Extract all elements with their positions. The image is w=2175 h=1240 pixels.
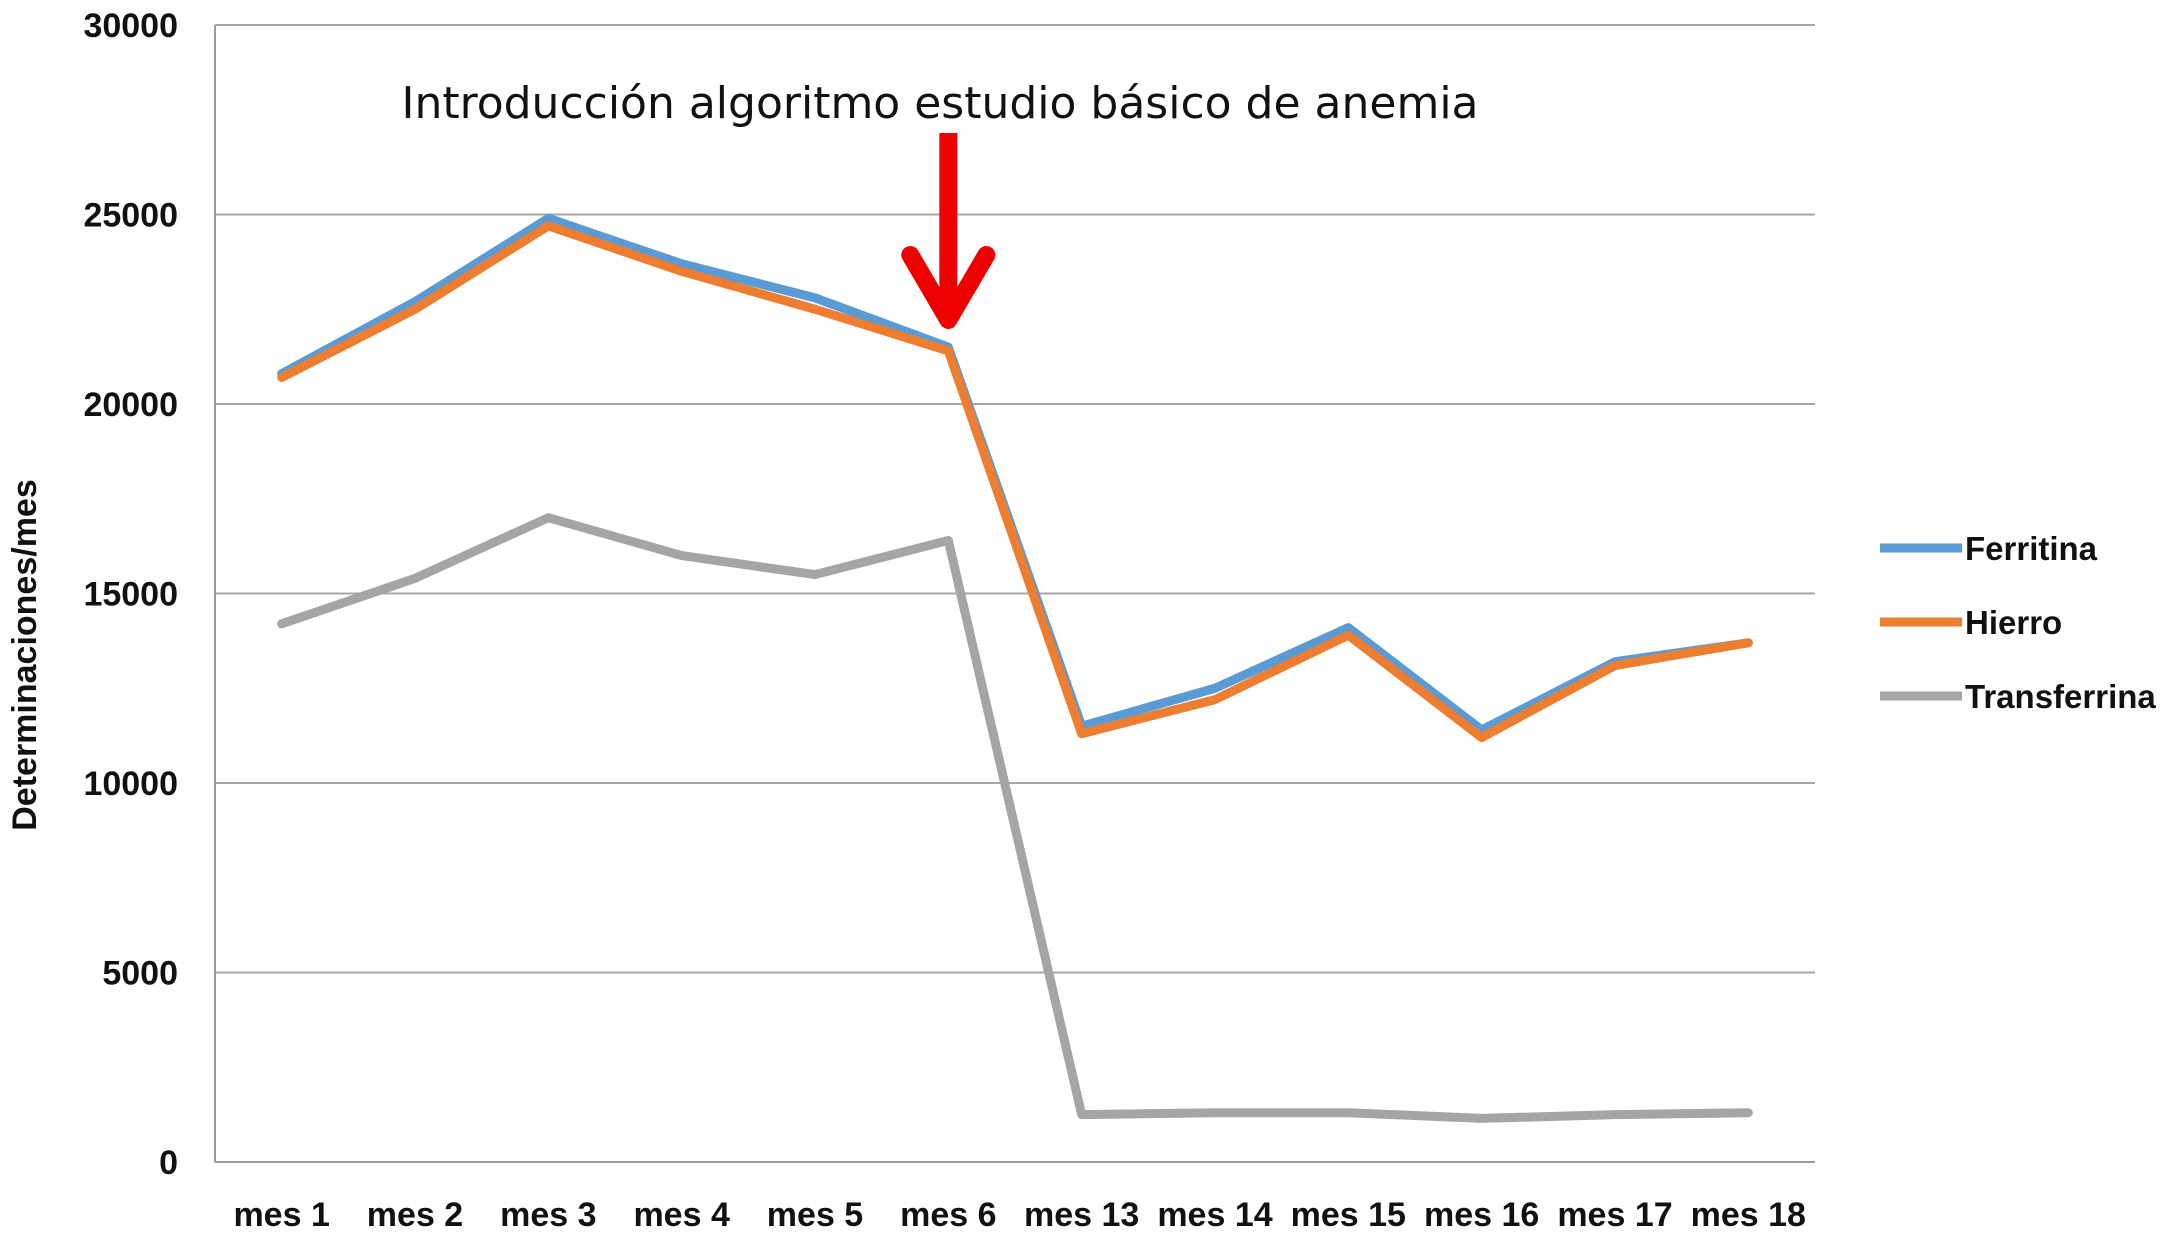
arrow-head xyxy=(901,246,996,329)
x-tick-labels: mes 1 mes 2 mes 3 mes 4 mes 5 mes 6 mes 13 mes … xyxy=(233,1196,1806,1234)
series-line-ferritina xyxy=(277,213,1753,735)
y-tick-label: 20000 xyxy=(83,386,178,424)
y-tick-label: 0 xyxy=(159,1144,178,1182)
y-tick-label: 25000 xyxy=(83,197,178,235)
x-tick-label: mes 2 xyxy=(367,1196,463,1234)
legend: Ferritina Hierro Transferrina xyxy=(1880,530,2156,715)
gridlines xyxy=(215,24,1815,1163)
x-tick-label: mes 14 xyxy=(1157,1196,1272,1234)
annotation-arrow xyxy=(901,133,996,329)
series-line-hierro xyxy=(277,221,1753,743)
x-tick-label: mes 18 xyxy=(1691,1196,1806,1234)
series-line-transferrina xyxy=(277,513,1753,1123)
x-tick-label: mes 3 xyxy=(500,1196,596,1234)
x-tick-label: mes 16 xyxy=(1424,1196,1539,1234)
legend-label: Ferritina xyxy=(1965,530,2098,567)
annotation-text: Introducción algoritmo estudio básico de… xyxy=(401,78,1478,129)
x-tick-label: mes 17 xyxy=(1557,1196,1672,1234)
series-lines xyxy=(277,213,1753,1123)
y-tick-label: 15000 xyxy=(83,576,178,614)
x-tick-label: mes 13 xyxy=(1024,1196,1139,1234)
x-tick-label: mes 5 xyxy=(767,1196,863,1234)
legend-label: Transferrina xyxy=(1965,678,2156,715)
y-tick-labels: 0 5000 10000 15000 20000 25000 30000 xyxy=(83,7,178,1182)
x-tick-label: mes 6 xyxy=(900,1196,996,1234)
y-axis-label: Determinaciones/mes xyxy=(6,479,44,831)
y-tick-label: 30000 xyxy=(83,7,178,45)
y-tick-label: 5000 xyxy=(102,955,178,993)
x-tick-label: mes 4 xyxy=(633,1196,729,1234)
annotation: Introducción algoritmo estudio básico de… xyxy=(401,78,1479,329)
y-tick-label: 10000 xyxy=(83,765,178,803)
legend-label: Hierro xyxy=(1965,604,2062,641)
x-tick-label: mes 15 xyxy=(1291,1196,1406,1234)
x-tick-label: mes 1 xyxy=(233,1196,329,1234)
